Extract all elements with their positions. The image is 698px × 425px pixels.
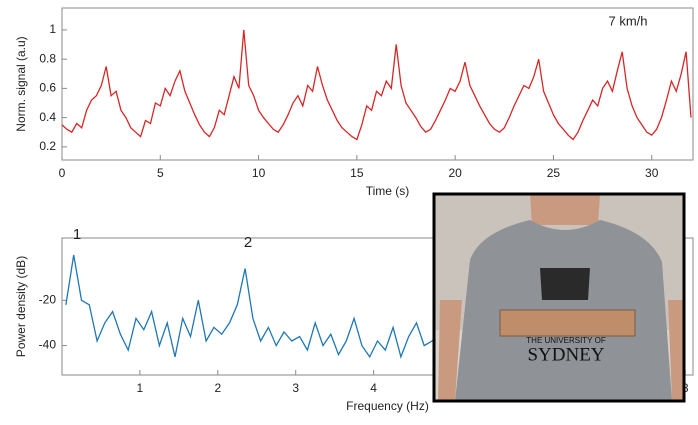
x-tick-label: 3 <box>292 381 299 395</box>
y-tick-label: -40 <box>39 338 57 352</box>
photo: THE UNIVERSITY OF SYDNEY <box>432 192 686 403</box>
photo-shirt-text: SYDNEY <box>527 344 604 365</box>
photo-arm <box>438 300 462 401</box>
photo-strap <box>499 309 636 337</box>
x-tick-label: 2 <box>214 381 221 395</box>
y-tick-label: 0.4 <box>39 110 56 124</box>
x-tick-label: 5 <box>157 166 164 180</box>
y-axis-label: Norm. signal (a.u) <box>14 36 28 131</box>
x-axis-label: Time (s) <box>366 184 410 198</box>
axes-box <box>61 237 694 376</box>
x-tick-label: 10 <box>252 166 266 180</box>
x-tick-label: 0 <box>59 166 66 180</box>
annotation: 7 km/h <box>608 13 647 28</box>
x-tick-label: 1 <box>137 381 144 395</box>
y-tick-label: -20 <box>39 292 57 306</box>
x-tick-label: 20 <box>448 166 462 180</box>
y-tick-label: 0.8 <box>39 51 56 65</box>
y-tick-label: 1 <box>49 22 56 36</box>
x-tick-label: 4 <box>370 381 377 395</box>
y-tick-label: 0.6 <box>39 81 56 95</box>
photo-arm <box>668 300 684 401</box>
photo-logo <box>540 268 590 300</box>
x-tick-label: 25 <box>547 166 561 180</box>
axes-box <box>61 7 694 161</box>
x-tick-label: 30 <box>645 166 659 180</box>
y-tick-label: 0.2 <box>39 139 56 153</box>
annotation: 2 <box>244 234 252 251</box>
annotation: 1 <box>73 226 81 243</box>
data-line <box>61 29 692 141</box>
x-axis-label: Frequency (Hz) <box>346 399 429 413</box>
y-axis-label: Power density (dB) <box>14 256 28 357</box>
x-tick-label: 15 <box>350 166 364 180</box>
photo-shirt-text: THE UNIVERSITY OF <box>526 336 606 345</box>
photo-neck <box>530 194 600 225</box>
photo-frame <box>432 192 686 403</box>
